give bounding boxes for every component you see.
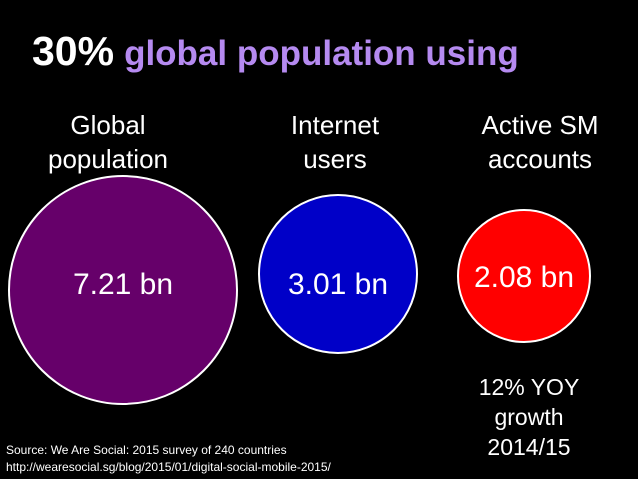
slide-title: 30% global population using <box>32 28 519 75</box>
active-sm-accounts-circle <box>457 209 591 343</box>
source-note: Source: We Are Social: 2015 survey of 24… <box>6 442 331 476</box>
source-link[interactable]: http://wearesocial.sg/blog/2015/01/digit… <box>6 460 331 474</box>
active-sm-accounts-label: Active SM accounts <box>481 110 599 174</box>
internet-users-label: Internet users <box>290 110 380 174</box>
global-population-circle <box>8 175 238 405</box>
active-sm-accounts-value: 2.08 bn <box>473 261 575 294</box>
title-percent: 30% <box>32 28 115 74</box>
global-population-label: Global population <box>48 110 168 174</box>
internet-users-value: 3.01 bn <box>287 268 389 301</box>
global-population-value: 7.21 bn <box>72 268 174 301</box>
title-text: global population using <box>124 34 519 73</box>
source-line: Source: We Are Social: 2015 survey of 24… <box>6 443 287 457</box>
growth-note: 12% YOY growth 2014/15 <box>478 374 580 460</box>
internet-users-circle <box>258 194 418 354</box>
